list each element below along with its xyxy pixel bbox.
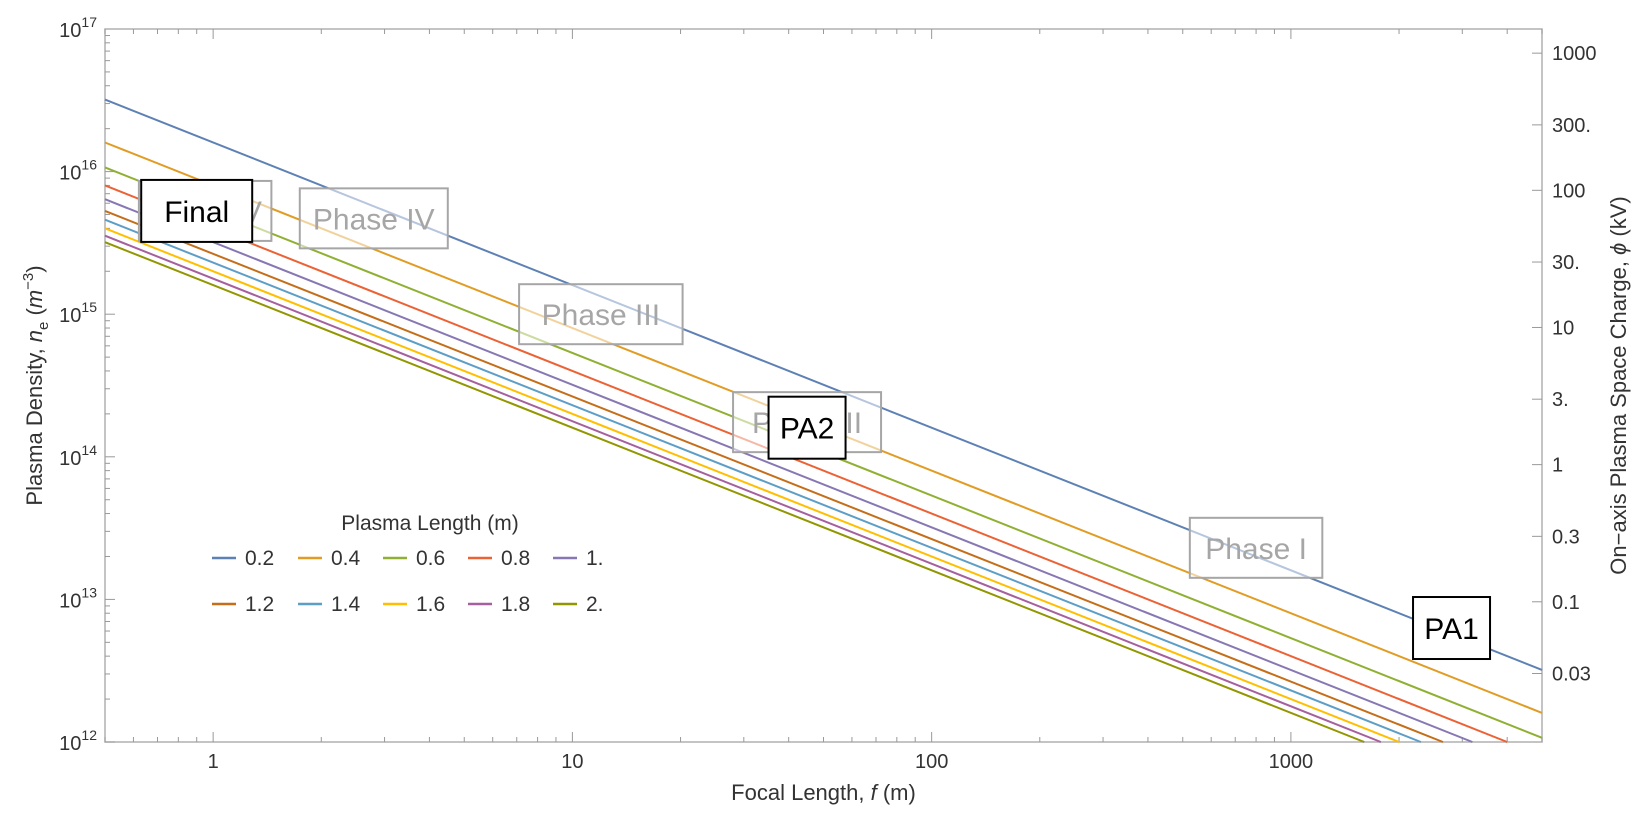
y-axis-label: Plasma Density, ne (m−3) <box>20 265 52 505</box>
series-line-1.2 <box>104 209 1444 743</box>
y2-tick-label: 0.03 <box>1552 664 1591 686</box>
legend-entry: 1.8 <box>501 593 530 616</box>
series-line-0.8 <box>104 184 1508 743</box>
series-line-1.4 <box>104 218 1422 743</box>
y2-tick-label: 1000 <box>1552 43 1597 65</box>
y-tick-label: 1013 <box>59 584 97 612</box>
legend-entry: 1. <box>586 547 604 570</box>
label-box <box>1412 596 1492 661</box>
label-box <box>140 178 254 243</box>
y-tick-label: 1012 <box>59 727 97 755</box>
y2-tick-label: 300. <box>1552 115 1591 137</box>
legend-entry: 0.2 <box>245 547 274 570</box>
x-tick-label: 1 <box>208 751 219 773</box>
label-box <box>767 395 847 460</box>
y2-tick-label: 1 <box>1552 455 1563 477</box>
y-tick-label: 1014 <box>59 442 97 470</box>
legend-entry: 0.6 <box>416 547 445 570</box>
legend-entry: 0.8 <box>501 547 530 570</box>
phase-box <box>518 283 684 346</box>
series-line-0.2 <box>104 98 1543 671</box>
legend-entry: 0.4 <box>331 547 361 570</box>
y2-tick-label: 0.3 <box>1552 526 1580 548</box>
phase-box <box>1188 516 1324 579</box>
y2-tick-label: 100 <box>1552 180 1585 202</box>
legend: Plasma Length (m) 0.2 0.4 0.6 0.8 1. 1.2 1.4 1.… <box>212 512 604 616</box>
x-tick-label: 100 <box>915 751 948 773</box>
legend-title: Plasma Length (m) <box>341 512 518 535</box>
phase-label: Phase IV <box>313 203 435 236</box>
legend-entry: 1.6 <box>416 593 445 616</box>
series-lines <box>104 98 1543 743</box>
label-text: Final <box>164 196 229 229</box>
y-tick-label: 1017 <box>59 14 97 42</box>
y2-tick-label: 0.1 <box>1552 592 1580 614</box>
x-tick-label: 1000 <box>1269 751 1314 773</box>
phase-label: Phase I <box>1205 533 1307 566</box>
series-line-2. <box>104 241 1365 743</box>
label-text: PA2 <box>780 413 834 446</box>
legend-entry: 1.4 <box>331 593 361 616</box>
x-axis-label: Focal Length, f (m) <box>731 780 916 805</box>
x-tick-label: 10 <box>561 751 583 773</box>
y2-tick-label: 30. <box>1552 252 1580 274</box>
phase-label: Phase III <box>542 299 660 332</box>
series-line-1.6 <box>104 227 1400 743</box>
y-tick-label: 1016 <box>59 157 97 185</box>
axis-ticks: 1 10 100 1000 1012 1013 1014 1015 1016 1017 0.03 0.… <box>59 14 1596 773</box>
label-text: PA1 <box>1424 613 1478 646</box>
series-line-1.8 <box>104 234 1382 743</box>
legend-entry: 1.2 <box>245 593 274 616</box>
phase-box <box>298 187 449 250</box>
y2-tick-label: 3. <box>1552 389 1569 411</box>
y2-tick-label: 10 <box>1552 317 1574 339</box>
series-line-1. <box>104 198 1473 743</box>
legend-entry: 2. <box>586 593 604 616</box>
y-tick-label: 1015 <box>59 299 97 327</box>
axis-labels: Focal Length, f (m) Plasma Density, ne (… <box>20 196 1631 805</box>
y2-axis-label: On−axis Plasma Space Charge, ϕ (kV) <box>1606 196 1631 574</box>
